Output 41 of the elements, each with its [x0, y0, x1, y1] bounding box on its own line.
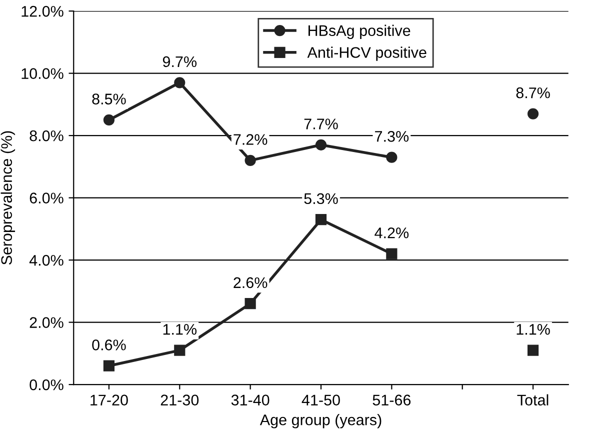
x-tick-label: 21-30: [160, 394, 199, 406]
y-tick-label: 12.0%: [22, 6, 64, 17]
point: [386, 152, 398, 163]
legend-label: Anti-HCV positive: [307, 46, 426, 61]
x-tick-label: Total: [517, 394, 548, 406]
y-axis-title: Seroprevalence (%): [0, 131, 16, 265]
point: [103, 360, 115, 372]
y-tick-label: 6.0%: [30, 192, 64, 204]
x-tick-label: 51-66: [372, 394, 411, 406]
data-label: 8.7%: [516, 87, 550, 98]
data-label: 8.5%: [92, 94, 126, 104]
y-tick-label: 0.0%: [30, 379, 64, 390]
data-label: 2.6%: [234, 277, 268, 288]
data-label: 9.7%: [162, 56, 197, 68]
data-label: 1.1%: [516, 324, 550, 335]
y-tick-label: 8.0%: [30, 130, 64, 142]
point: [386, 248, 398, 260]
data-label: 5.3%: [304, 193, 338, 204]
point: [244, 154, 256, 166]
point: [527, 108, 539, 120]
data-label: 1.1%: [163, 324, 197, 335]
x-tick-label: 41-50: [302, 394, 340, 406]
data-label: 0.6%: [92, 340, 126, 350]
x-tick-label: 31-40: [231, 394, 270, 406]
point: [174, 344, 186, 356]
point: [315, 139, 327, 150]
point: [174, 77, 186, 88]
x-axis-title: Age group (years): [260, 414, 382, 428]
point: [527, 344, 539, 356]
point: [244, 298, 256, 310]
x-tick-label: 17-20: [90, 394, 128, 406]
data-label: 7.3%: [375, 130, 409, 142]
point: [103, 114, 115, 126]
y-tick-label: 10.0%: [22, 68, 64, 79]
y-tick-label: 2.0%: [30, 317, 64, 328]
data-label: 4.2%: [374, 227, 409, 238]
data-label: 7.7%: [304, 118, 338, 130]
legend-label: HBsAg positive: [308, 24, 410, 40]
y-tick-label: 4.0%: [29, 254, 64, 266]
data-label: 7.2%: [234, 134, 268, 145]
point: [315, 214, 327, 226]
